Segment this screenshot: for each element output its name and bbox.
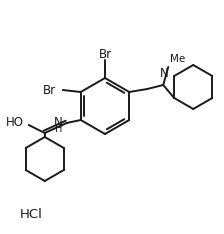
- Text: HCl: HCl: [20, 208, 43, 220]
- Text: HO: HO: [6, 117, 24, 129]
- Text: Br: Br: [98, 48, 112, 62]
- Text: H: H: [55, 124, 63, 134]
- Text: Br: Br: [43, 84, 56, 96]
- Text: N: N: [54, 116, 63, 128]
- Text: Me: Me: [170, 54, 185, 64]
- Text: N: N: [160, 67, 169, 80]
